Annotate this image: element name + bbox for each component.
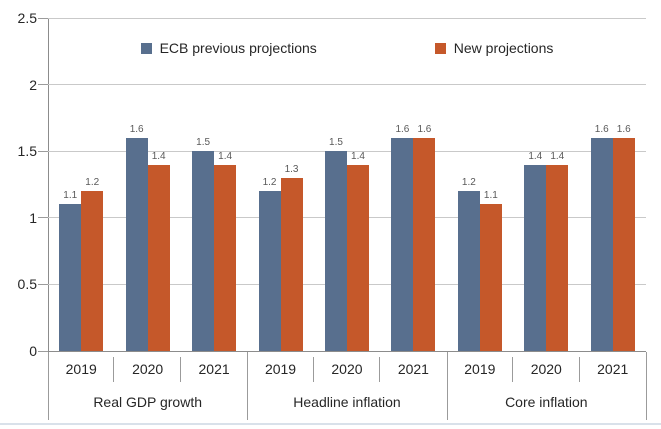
- bar-value-label: 1.6: [417, 123, 432, 135]
- bar-new-projection: [81, 191, 104, 351]
- legend-label: ECB previous projections: [159, 40, 317, 56]
- bar-new-projection: [346, 164, 369, 351]
- legend-swatch-icon: [434, 42, 446, 54]
- category-boundary-line: [446, 352, 448, 420]
- bar-cell-2019: 1.2 1.3: [247, 18, 313, 351]
- bar-new-projection: [413, 137, 436, 351]
- bar-new-projection: [147, 164, 170, 351]
- bar-new-projection: [479, 204, 502, 351]
- bar-value-label: 1.6: [616, 123, 631, 135]
- legend-item-new: New projections: [434, 40, 554, 56]
- year-label: 2020: [314, 352, 381, 385]
- year-label: 2020: [513, 352, 580, 385]
- bottom-edge-strip: [0, 423, 661, 425]
- bar-cell-2020: 1.6 1.4: [114, 18, 180, 351]
- y-tick-label: 1: [29, 209, 37, 226]
- plot-area: 1.1 1.2 1.6 1.4 1.5 1.4 1.2 1.3 1.5 1.4 1.6 1.6 1.2 1…: [48, 18, 646, 351]
- bar-ecb-previous: [457, 191, 480, 351]
- bar-value-label: 1.6: [395, 123, 410, 135]
- y-tick-mark: [38, 17, 48, 19]
- bar-ecb-previous: [59, 204, 82, 351]
- bar-ecb-previous: [391, 137, 414, 351]
- bar-new-projection: [612, 137, 635, 351]
- bar-cell-2020: 1.4 1.4: [513, 18, 579, 351]
- bar-value-label: 1.2: [262, 177, 277, 189]
- gridline: [48, 84, 646, 86]
- chart-legend: ECB previous projections New projections: [48, 36, 646, 60]
- gridline: [48, 17, 646, 19]
- year-label: 2021: [397, 360, 429, 377]
- group-label: Real GDP growth: [93, 393, 202, 410]
- bar-value-label: 1.2: [85, 177, 100, 189]
- bar-cell-2021: 1.6 1.6: [380, 18, 446, 351]
- y-tick-label: 2: [29, 76, 37, 93]
- legend-item-previous: ECB previous projections: [140, 40, 317, 56]
- y-tick-label: 0.5: [17, 276, 37, 293]
- year-label: 2021: [597, 360, 629, 377]
- bar-ecb-previous: [524, 164, 547, 351]
- bar-value-label: 1.6: [129, 123, 144, 135]
- bar-new-projection: [546, 164, 569, 351]
- bar-value-label: 1.5: [196, 137, 211, 149]
- bar-cell-2020: 1.5 1.4: [314, 18, 380, 351]
- year-axis-row: 2019 2020 2021 2019 2020 2021 2019 2020 2021: [48, 352, 646, 385]
- bar-value-label: 1.4: [151, 150, 166, 162]
- legend-swatch-icon: [140, 42, 152, 54]
- category-boundary-line: [646, 352, 647, 420]
- y-tick-mark: [38, 350, 48, 352]
- year-label: 2020: [114, 352, 182, 385]
- bar-new-projection: [280, 177, 303, 351]
- bar-ecb-previous: [192, 151, 215, 351]
- bar-cell-2019: 1.1 1.2: [48, 18, 114, 351]
- bar-new-projection: [214, 164, 237, 351]
- bar-cell-2021: 1.6 1.6: [580, 18, 646, 351]
- x-axis-line: [48, 351, 646, 352]
- group-axis-row: Real GDP growth Headline inflation Core in…: [48, 385, 646, 418]
- y-tick-mark: [38, 84, 48, 86]
- bar-value-label: 1.4: [528, 150, 543, 162]
- y-tick-label: 0: [29, 343, 37, 359]
- year-label: 2019: [48, 352, 115, 385]
- year-label: 2019: [247, 352, 315, 385]
- group-label: Headline inflation: [293, 393, 401, 410]
- y-tick-mark: [38, 150, 48, 152]
- y-tick-mark: [38, 217, 48, 219]
- bar-value-label: 1.6: [594, 123, 609, 135]
- bar-ecb-previous: [590, 137, 613, 351]
- bar-value-label: 1.4: [550, 150, 565, 162]
- bar-value-label: 1.4: [351, 150, 365, 162]
- group-label: Core inflation: [505, 393, 588, 410]
- y-axis-line: [48, 18, 49, 351]
- bar-value-label: 1.5: [329, 137, 343, 149]
- bar-ecb-previous: [125, 137, 148, 351]
- legend-label: New projections: [453, 40, 554, 56]
- bar-cell-2021: 1.5 1.4: [181, 18, 247, 351]
- bar-ecb-previous: [258, 191, 281, 351]
- bar-value-label: 1.1: [483, 190, 498, 202]
- bar-cell-2019: 1.2 1.1: [447, 18, 513, 351]
- category-boundary-line: [48, 352, 49, 420]
- bar-value-label: 1.1: [63, 190, 78, 202]
- category-boundary-line: [247, 352, 249, 420]
- bar-value-label: 1.3: [284, 163, 299, 175]
- year-label: 2019: [447, 352, 514, 385]
- bar-value-label: 1.2: [461, 177, 476, 189]
- gridline: [48, 150, 646, 152]
- year-label: 2021: [198, 360, 230, 377]
- y-tick-label: 2.5: [17, 10, 37, 26]
- y-tick-mark: [38, 283, 48, 285]
- bar-ecb-previous: [324, 151, 347, 351]
- y-tick-label: 1.5: [17, 143, 37, 160]
- bar-value-label: 1.4: [218, 150, 233, 162]
